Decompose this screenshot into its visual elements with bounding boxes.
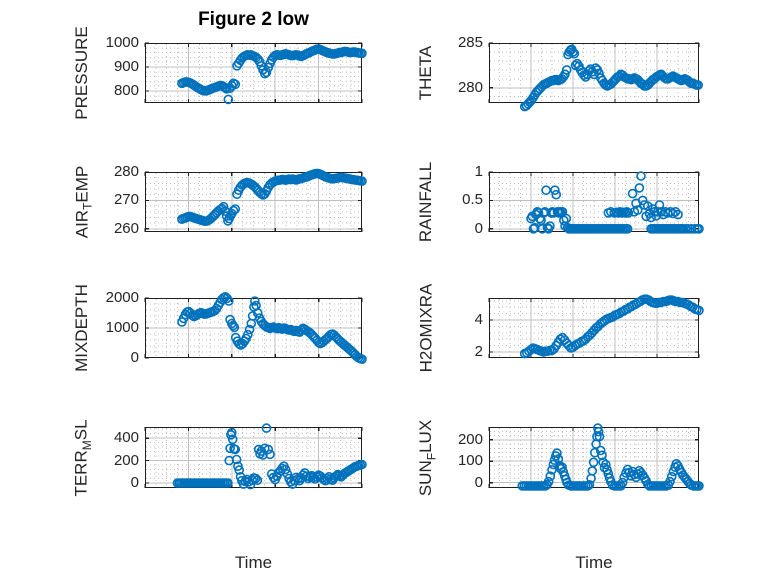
theta-data-points: [519, 44, 703, 112]
mixdepth-data-points: [177, 292, 367, 365]
y-tick-label: 1000: [105, 34, 139, 51]
label-subscript: F: [424, 452, 439, 460]
y-tick-label: 400: [113, 429, 139, 447]
rainfall-data-points: [526, 171, 704, 234]
label-suffix: LUX: [416, 419, 436, 453]
y-axis-name-rainfall: RAINFALL: [411, 158, 441, 246]
label-main: MIXDEPTH: [72, 284, 91, 372]
major-grid: [145, 172, 362, 232]
plot-area-theta: [488, 42, 703, 112]
label-main: AIR: [72, 209, 91, 239]
y-tick-label: 270: [113, 191, 139, 209]
major-grid: [489, 298, 699, 358]
label-subscript: T: [80, 202, 95, 210]
air-temp-data-points: [177, 168, 367, 227]
x-axis-label-left: Time: [234, 553, 273, 572]
h2omixra-data-points: [519, 294, 704, 359]
y-tick-label: 900: [113, 58, 139, 75]
y-tick-label: 200: [457, 430, 483, 448]
y-axis-name-text: MIXDEPTH: [72, 284, 92, 372]
plot-area-sun-flux: [488, 423, 704, 491]
label-suffix: EMP: [72, 165, 91, 203]
minor-grid: [490, 173, 698, 231]
y-tick-label: 200: [113, 451, 139, 469]
y-tick-label: 2000: [105, 289, 139, 306]
label-main: TERR: [72, 449, 92, 497]
y-tick-label: 4: [474, 311, 483, 328]
y-tick-label: 1: [474, 163, 483, 180]
y-axis-name-text: AIRTEMP: [72, 165, 95, 239]
y-tick-label: 0: [130, 349, 139, 366]
plot-area-terr-msl: [144, 423, 367, 490]
axis-frame: [488, 42, 700, 104]
plot-area-mixdepth: [144, 292, 367, 365]
major-grid: [145, 43, 362, 103]
y-axis-name-text: THETA: [416, 46, 436, 100]
y-tick-label: 2: [474, 343, 483, 360]
plot-area-pressure: [144, 42, 367, 105]
pressure-data-points: [177, 44, 367, 105]
label-subscript: M: [80, 439, 95, 450]
label-main: THETA: [416, 45, 435, 101]
label-main: RAINFALL: [416, 161, 435, 243]
y-axis-name-text: PRESSURE: [72, 26, 92, 120]
y-tick-label: 260: [113, 219, 139, 237]
figure-title: Figure 2 low: [198, 9, 309, 30]
plot-area-air-temp: [144, 168, 367, 233]
plot-area-rainfall: [488, 171, 704, 234]
y-tick-label: 0: [130, 473, 139, 491]
y-axis-name-h2omixra: H2OMIXRA: [411, 284, 441, 373]
y-axis-name-text: SUNFLUX: [416, 419, 439, 496]
terr-msl-data-points: [172, 423, 367, 490]
y-axis-name-text: TERRMSL: [72, 418, 95, 497]
y-tick-label: 100: [457, 452, 483, 470]
y-tick-label: 280: [457, 78, 483, 96]
y-axis-name-text: H2OMIXRA: [416, 284, 436, 373]
y-axis-name-pressure: PRESSURE: [67, 26, 97, 120]
plot-area-h2omixra: [488, 294, 704, 359]
y-axis-name-terr-msl: TERRMSL: [67, 413, 97, 502]
label-main: SUN: [416, 459, 436, 496]
y-axis-name-sun-flux: SUNFLUX: [411, 413, 441, 502]
label-main: PRESSURE: [72, 26, 91, 120]
y-axis-name-theta: THETA: [411, 29, 441, 117]
y-tick-label: 0: [474, 219, 483, 237]
y-axis-name-text: RAINFALL: [416, 162, 436, 242]
y-tick-label: 1000: [105, 319, 139, 336]
y-tick-label: 0.5: [462, 191, 483, 209]
y-axis-name-mixdepth: MIXDEPTH: [67, 284, 97, 372]
y-axis-name-air-temp: AIRTEMP: [67, 158, 97, 246]
y-tick-label: 285: [457, 34, 483, 51]
axis-frame: [144, 171, 363, 233]
y-tick-label: 800: [113, 82, 139, 99]
label-suffix: SL: [72, 418, 92, 440]
x-axis-label-right: Time: [575, 553, 613, 572]
y-tick-label: 0: [474, 473, 483, 491]
sun-flux-data-points: [517, 423, 704, 491]
label-main: H2OMIXRA: [416, 283, 436, 373]
y-tick-label: 280: [113, 163, 139, 180]
